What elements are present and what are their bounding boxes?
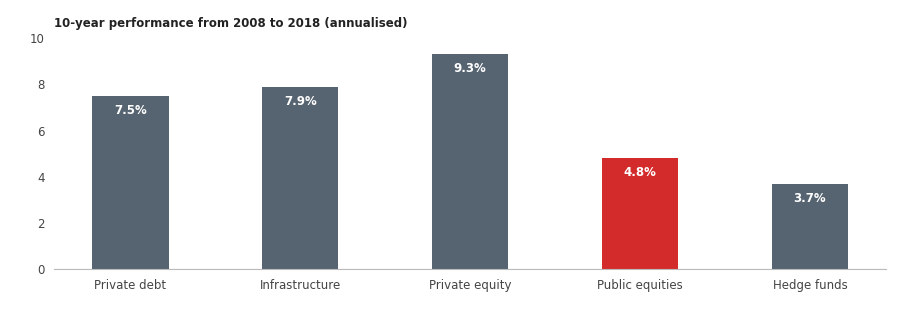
Text: 7.9%: 7.9% [284,95,316,108]
Bar [771,184,847,269]
Bar [601,158,677,269]
Bar [432,54,507,269]
Bar [92,96,168,269]
Text: 3.7%: 3.7% [793,192,825,205]
Bar [262,87,338,269]
Text: 4.8%: 4.8% [623,166,656,179]
Text: 9.3%: 9.3% [453,62,486,75]
Text: 7.5%: 7.5% [114,104,146,117]
Text: 10-year performance from 2008 to 2018 (annualised): 10-year performance from 2008 to 2018 (a… [54,17,407,30]
